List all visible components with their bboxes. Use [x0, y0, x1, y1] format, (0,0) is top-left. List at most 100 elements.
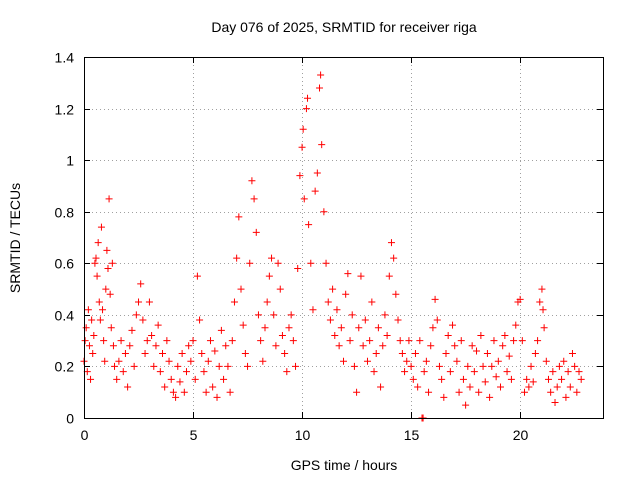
- data-point: [462, 401, 470, 409]
- data-point: [523, 375, 531, 383]
- data-point: [244, 362, 252, 370]
- data-point: [411, 350, 419, 358]
- data-point: [172, 393, 180, 401]
- data-point: [246, 259, 254, 267]
- data-point: [539, 306, 547, 314]
- data-point: [92, 254, 100, 262]
- data-point: [124, 383, 132, 391]
- data-point: [318, 141, 326, 149]
- data-point: [99, 306, 107, 314]
- data-point: [549, 368, 557, 376]
- y-tick-label: 0.8: [55, 205, 75, 221]
- data-point: [191, 375, 199, 383]
- data-point: [488, 362, 496, 370]
- data-point: [344, 270, 352, 278]
- data-point: [270, 311, 278, 319]
- data-point: [401, 368, 409, 376]
- data-point: [453, 357, 461, 365]
- data-point: [103, 246, 111, 254]
- data-point: [113, 375, 121, 383]
- data-point: [470, 368, 478, 376]
- data-point: [520, 388, 528, 396]
- data-point: [348, 311, 356, 319]
- data-point: [265, 272, 273, 280]
- x-tick-label: 0: [81, 427, 89, 443]
- data-point: [150, 362, 158, 370]
- data-point: [455, 388, 463, 396]
- data-point: [507, 375, 515, 383]
- data-point: [529, 378, 537, 386]
- data-point: [468, 342, 476, 350]
- data-point: [547, 388, 555, 396]
- y-axis-label: SRMTID / TECUs: [7, 183, 23, 293]
- data-point: [305, 221, 313, 229]
- data-point: [335, 342, 343, 350]
- data-point: [202, 388, 210, 396]
- data-point: [320, 208, 328, 216]
- data-point: [93, 272, 101, 280]
- data-point: [96, 316, 104, 324]
- y-tick-label: 1.2: [55, 102, 75, 118]
- data-point: [302, 105, 310, 113]
- data-point: [499, 342, 507, 350]
- data-point: [274, 259, 282, 267]
- data-point: [154, 321, 162, 329]
- data-point: [451, 342, 459, 350]
- data-point: [377, 383, 385, 391]
- x-tick-label: 15: [404, 427, 420, 443]
- data-point: [167, 375, 175, 383]
- data-point: [135, 298, 143, 306]
- data-point: [91, 259, 99, 267]
- data-point: [226, 388, 234, 396]
- data-point: [176, 378, 184, 386]
- data-point: [296, 172, 304, 180]
- data-point: [285, 324, 293, 332]
- data-point: [257, 337, 265, 345]
- data-point: [560, 357, 568, 365]
- data-point: [101, 357, 109, 365]
- data-point: [105, 195, 113, 203]
- data-point: [422, 357, 430, 365]
- data-point: [211, 347, 219, 355]
- data-point: [250, 195, 258, 203]
- data-point: [342, 290, 350, 298]
- data-point: [217, 326, 225, 334]
- data-point: [553, 383, 561, 391]
- x-tick-label: 5: [190, 427, 198, 443]
- data-point: [222, 342, 230, 350]
- data-point: [392, 290, 400, 298]
- data-point: [239, 321, 247, 329]
- x-axis-label: GPS time / hours: [291, 457, 398, 473]
- data-point: [268, 254, 276, 262]
- data-point: [435, 362, 443, 370]
- data-points: [80, 71, 585, 422]
- data-point: [161, 383, 169, 391]
- data-point: [163, 337, 171, 345]
- data-point: [317, 71, 325, 79]
- data-point: [109, 342, 117, 350]
- data-point: [261, 324, 269, 332]
- x-tick-label: 20: [513, 427, 529, 443]
- data-point: [215, 362, 223, 370]
- data-point: [518, 337, 526, 345]
- data-point: [89, 350, 97, 358]
- data-point: [298, 143, 306, 151]
- data-point: [333, 306, 341, 314]
- data-point: [292, 362, 300, 370]
- data-point: [429, 324, 437, 332]
- data-point: [379, 342, 387, 350]
- data-point: [527, 362, 535, 370]
- data-point: [387, 239, 395, 247]
- y-tick-label: 1.4: [55, 50, 75, 66]
- data-point: [433, 316, 441, 324]
- data-point: [326, 316, 334, 324]
- data-point: [143, 337, 151, 345]
- data-point: [139, 316, 147, 324]
- data-point: [566, 383, 574, 391]
- y-tick-label: 1: [66, 153, 74, 169]
- data-point: [95, 298, 103, 306]
- data-point: [316, 84, 324, 92]
- data-point: [540, 324, 548, 332]
- data-point: [531, 350, 539, 358]
- data-point: [85, 342, 93, 350]
